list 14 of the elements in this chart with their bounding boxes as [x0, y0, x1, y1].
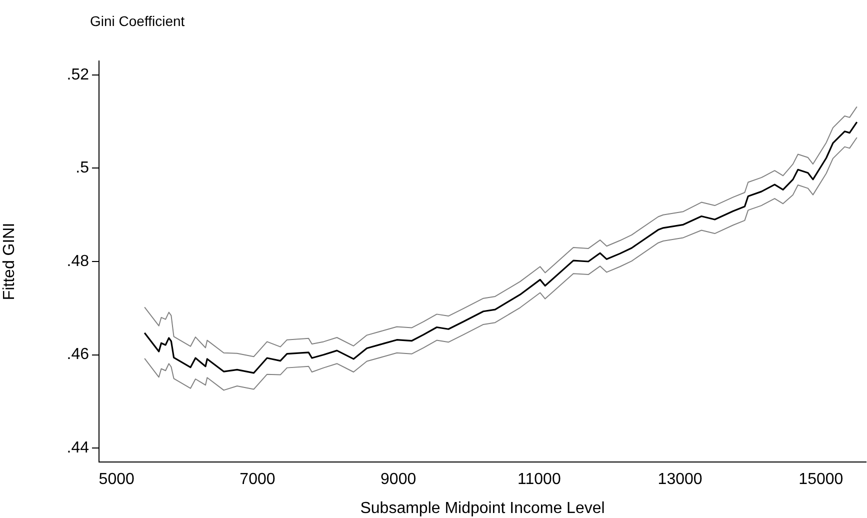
x-tick-label: 11000: [518, 471, 561, 488]
x-axis-title: Subsample Midpoint Income Level: [360, 500, 605, 517]
y-tick-label: .48: [66, 252, 90, 270]
y-tick-label: .46: [66, 346, 90, 364]
y-axis-title: Fitted GINI: [1, 222, 18, 300]
x-tick-label: 9000: [380, 471, 416, 488]
x-tick-label: 13000: [658, 471, 702, 488]
chart-title: Gini Coefficient: [90, 12, 185, 29]
x-tick-label: 5000: [98, 471, 135, 488]
y-tick-label: .5: [76, 160, 90, 177]
x-tick-label: 7000: [240, 471, 276, 488]
y-tick-label: .44: [66, 439, 90, 456]
x-tick-label: 15000: [798, 471, 844, 488]
y-tick-label: .52: [66, 66, 90, 84]
